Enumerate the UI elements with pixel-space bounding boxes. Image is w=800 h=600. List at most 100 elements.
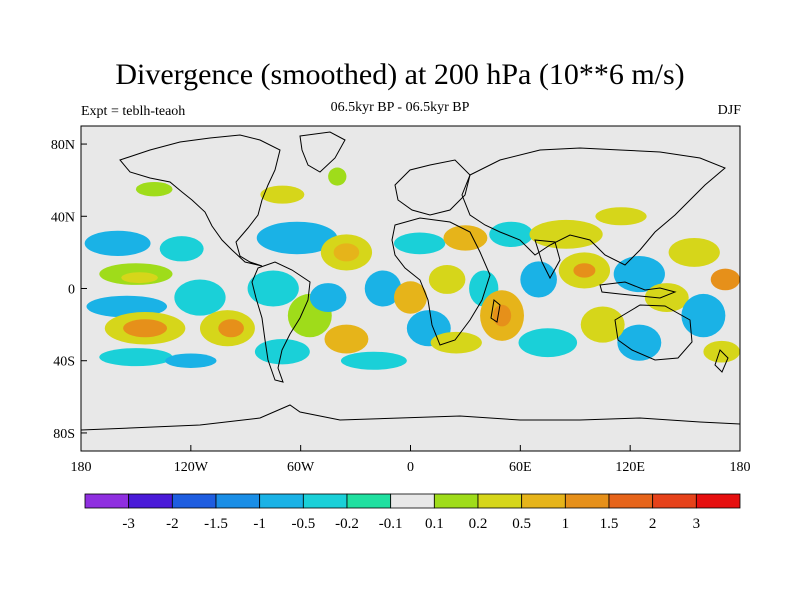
plot-subtitle: 06.5kyr BP - 06.5kyr BP: [330, 100, 470, 115]
colorbar-swatch: [433, 493, 479, 509]
coast-india: [534, 239, 561, 280]
coast-indonesia: [599, 281, 677, 299]
x-tick-label: 180: [730, 460, 751, 475]
field-patch: [260, 185, 305, 204]
map-axes: 180 120W 60W 0 60E 120E 180 80N 40N 0 40S 80S: [51, 138, 751, 475]
colorbar-label: 0.5: [512, 516, 531, 532]
coast-madagascar: [490, 299, 501, 323]
colorbar-label: -3: [122, 516, 135, 532]
colorbar-swatch: [84, 493, 130, 509]
field-patch: [256, 221, 338, 255]
coast-greenland: [299, 131, 346, 173]
season-label: DJF: [717, 103, 741, 118]
colorbar-label: 1: [562, 516, 570, 532]
field-patch: [394, 232, 446, 255]
field-patch: [595, 207, 647, 226]
field-patch: [254, 339, 310, 365]
x-tick-label: 0: [407, 460, 414, 475]
coast-asia: [461, 147, 726, 266]
field-patch: [247, 270, 299, 307]
field-patch: [430, 331, 482, 354]
field-patch: [443, 225, 488, 251]
x-tick-label: 60E: [509, 460, 532, 475]
field-patch: [580, 306, 625, 343]
field-patch: [428, 265, 466, 294]
field-patch: [489, 221, 534, 247]
colorbar-label: -1: [253, 516, 266, 532]
colorbar-swatch: [128, 493, 173, 509]
colorbar-label: 0.1: [425, 516, 444, 532]
field-patch: [159, 236, 204, 262]
x-tick-label: 120W: [174, 460, 209, 475]
field-patch: [174, 279, 226, 316]
colorbar-swatch: [171, 493, 217, 509]
field-patch: [165, 353, 217, 368]
experiment-label: Expt = teblh-teaoh: [81, 104, 186, 119]
coast-africa: [391, 217, 491, 346]
field-patch: [86, 295, 168, 318]
coast-europe: [394, 159, 471, 216]
field-patch: [333, 243, 360, 262]
colorbar-swatch: [215, 493, 261, 509]
divergence-field: [84, 167, 740, 370]
field-patch: [520, 261, 557, 298]
field-patch: [492, 304, 512, 327]
field-patch: [135, 181, 173, 197]
coast-north-america: [119, 134, 281, 267]
field-patch: [394, 281, 427, 314]
y-tick-label: 0: [68, 283, 75, 298]
colorbar-label: 2: [649, 516, 657, 532]
field-patch: [668, 237, 720, 267]
coast-australia: [614, 304, 693, 361]
colorbar-label: -2: [166, 516, 179, 532]
colorbar-swatch: [259, 493, 304, 509]
coast-south-america: [251, 261, 311, 383]
field-patch: [364, 270, 402, 307]
plot-title: Divergence (smoothed) at 200 hPa (10**6 …: [115, 58, 685, 91]
colorbar-swatch: [608, 493, 654, 509]
field-patch: [324, 324, 369, 354]
colorbar-swatch: [390, 493, 435, 509]
x-tick-label: 180: [71, 460, 92, 475]
y-tick-label: 40S: [53, 355, 75, 370]
colorbar-label: -1.5: [204, 516, 228, 532]
field-patch: [123, 319, 168, 338]
colorbar-swatch: [695, 493, 741, 509]
coast-new-zealand: [714, 349, 729, 373]
colorbar-swatch: [346, 493, 392, 509]
colorbar-label: -0.1: [379, 516, 403, 532]
field-patch: [121, 272, 158, 284]
field-patch: [328, 167, 347, 186]
coastlines: [81, 131, 740, 431]
colorbar-label: 1.5: [600, 516, 619, 532]
colorbar-swatch: [521, 493, 566, 509]
field-patch: [710, 268, 740, 291]
field-patch: [529, 219, 603, 249]
field-patch: [681, 293, 726, 338]
colorbar-label: -0.2: [335, 516, 359, 532]
coast-antarctica: [81, 404, 740, 431]
colorbar-swatch: [652, 493, 697, 509]
colorbar-swatch: [477, 493, 523, 509]
field-patch: [218, 319, 244, 338]
colorbar-swatch: [564, 493, 610, 509]
colorbar-label: 3: [693, 516, 701, 532]
field-patch: [309, 283, 347, 312]
field-patch: [84, 230, 151, 256]
colorbar-swatch: [302, 493, 348, 509]
colorbar-label: 0.2: [469, 516, 488, 532]
field-patch: [573, 263, 596, 278]
field-patch: [518, 328, 578, 358]
colorbar-label: -0.5: [291, 516, 315, 532]
field-patch: [340, 351, 407, 370]
x-tick-label: 120E: [615, 460, 645, 475]
field-patch: [99, 348, 173, 367]
x-tick-label: 60W: [287, 460, 315, 475]
y-tick-label: 80S: [53, 427, 75, 442]
field-patch: [617, 324, 662, 361]
y-tick-label: 80N: [51, 138, 75, 153]
y-tick-label: 40N: [51, 210, 75, 225]
colorbar: -3 -2 -1.5 -1 -0.5 -0.2 -0.1 0.1 0.2 0.5 1 1.5 2 3: [84, 493, 741, 532]
field-patch: [644, 283, 689, 312]
